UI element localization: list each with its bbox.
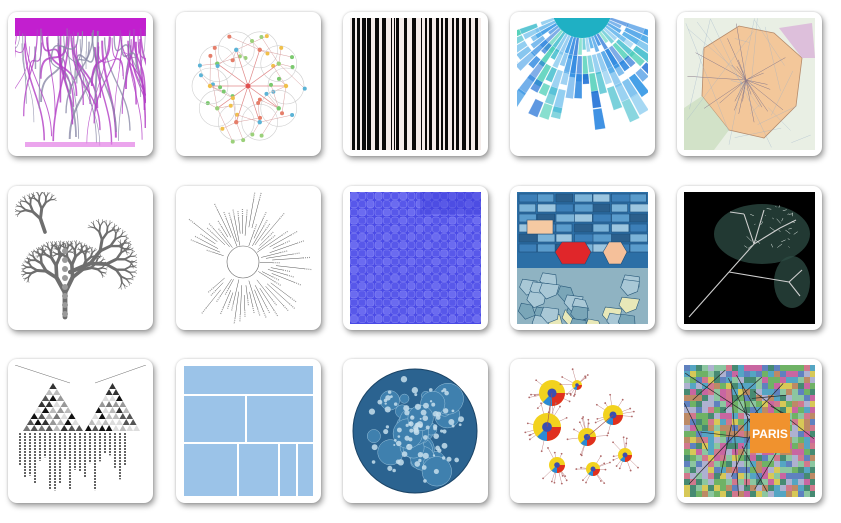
radial-dendrogram-icon — [183, 192, 314, 324]
treemap-icon — [183, 365, 314, 497]
thumbnail-14[interactable] — [510, 359, 655, 503]
thumbnail-8[interactable] — [343, 186, 488, 330]
thumbnail-4[interactable] — [510, 12, 655, 156]
paris-box — [750, 413, 790, 453]
barcode-icon — [350, 18, 481, 150]
radial-network-icon — [183, 18, 314, 150]
thumbnail-5[interactable] — [677, 12, 822, 156]
blue-quilt-icon — [350, 192, 481, 324]
fractal-tree-icon — [15, 192, 146, 324]
voronoi-map-icon — [684, 18, 815, 150]
sunburst-icon — [517, 18, 648, 150]
triangle-matrix-icon — [15, 365, 146, 497]
thumbnail-15[interactable]: PARIS — [677, 359, 822, 503]
patchwork-map-icon: PARIS — [684, 365, 815, 497]
thumbnail-11[interactable] — [8, 359, 153, 503]
thumbnail-2[interactable] — [176, 12, 321, 156]
bubble-tree-icon — [517, 365, 648, 497]
thumbnail-9[interactable] — [510, 186, 655, 330]
thumbnail-12[interactable] — [176, 359, 321, 503]
glowing-tree-icon — [684, 192, 815, 324]
thumbnail-10[interactable] — [677, 186, 822, 330]
circle-packing-icon — [350, 365, 481, 497]
thumbnail-6[interactable] — [8, 186, 153, 330]
thumbnail-7[interactable] — [176, 186, 321, 330]
thumbnail-1[interactable] — [8, 12, 153, 156]
stream-tree-icon — [15, 18, 146, 150]
thumbnail-3[interactable] — [343, 12, 488, 156]
paris-label: PARIS — [752, 427, 788, 441]
voronoi-treemap-icon — [517, 192, 648, 324]
thumbnail-13[interactable] — [343, 359, 488, 503]
